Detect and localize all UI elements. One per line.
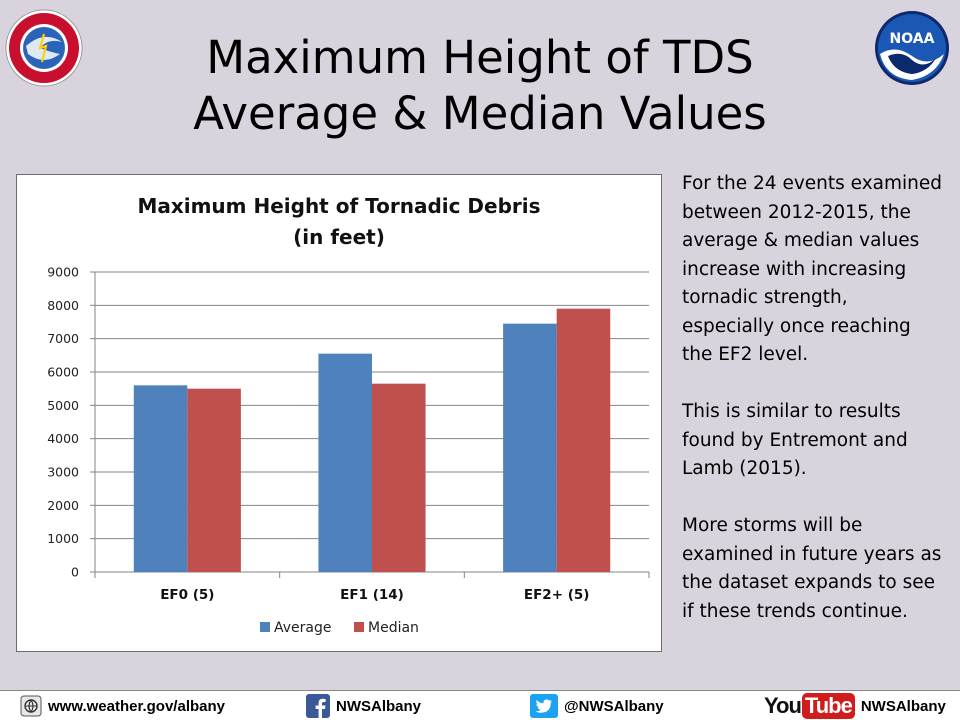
x-category-label: EF1 (14)	[340, 587, 404, 603]
facebook-icon	[306, 694, 330, 718]
legend-swatch-median	[354, 622, 364, 632]
youtube-icon: You Tube	[764, 693, 855, 719]
y-tick-label: 4000	[47, 431, 79, 446]
legend-label-median: Median	[368, 620, 419, 636]
y-tick-label: 5000	[47, 398, 79, 413]
footer-youtube-text: NWSAlbany	[860, 697, 946, 715]
bar-chart: 0 1000 2000 3000 4000 5000 6000 7000 8000 9000 EF0…	[47, 265, 650, 636]
side-paragraph-1: For the 24 events examined between 2012-…	[682, 173, 943, 365]
y-tick-label: 9000	[47, 265, 79, 280]
noaa-logo-text: NOAA	[890, 31, 935, 47]
footer-facebook-text: NWSAlbany	[336, 697, 422, 715]
slide-title: Maximum Height of TDS Average & Median V…	[100, 30, 860, 142]
bar-median	[187, 388, 241, 572]
x-category-label: EF0 (5)	[160, 587, 214, 603]
chart-title-line2: (in feet)	[293, 225, 385, 249]
y-tick-label: 0	[71, 565, 79, 580]
side-paragraph-2: This is similar to results found by Entr…	[682, 401, 908, 479]
globe-icon	[20, 695, 42, 717]
nws-logo	[5, 9, 83, 87]
y-tick-label: 2000	[47, 498, 79, 513]
twitter-icon	[530, 694, 558, 718]
youtube-tube-text: Tube	[801, 693, 855, 719]
slide-title-line1: Maximum Height of TDS	[206, 31, 754, 84]
y-tick-label: 6000	[47, 365, 79, 380]
footer-facebook-link[interactable]: NWSAlbany	[306, 691, 421, 720]
youtube-you-text: You	[764, 693, 802, 718]
bar-median	[556, 308, 611, 572]
noaa-logo: NOAA	[875, 11, 949, 85]
bar-average	[318, 353, 372, 572]
x-category-label: EF2+ (5)	[524, 587, 590, 603]
footer-twitter-text: @NWSAlbany	[564, 697, 664, 715]
legend-swatch-average	[260, 622, 270, 632]
chart-title: Maximum Height of Tornadic Debris (in fe…	[17, 191, 661, 253]
y-tick-label: 7000	[47, 331, 79, 346]
slide-title-line2: Average & Median Values	[193, 87, 767, 140]
chart-title-line1: Maximum Height of Tornadic Debris	[137, 194, 541, 218]
legend-label-average: Average	[274, 620, 332, 636]
side-paragraph-3: More storms will be examined in future y…	[682, 515, 942, 622]
footer-website-text: www.weather.gov/albany	[48, 697, 225, 715]
footer-website-link[interactable]: www.weather.gov/albany	[20, 691, 225, 720]
y-tick-label: 1000	[47, 531, 79, 546]
y-tick-label: 3000	[47, 465, 79, 480]
footer-bar: www.weather.gov/albany NWSAlbany @NWSAlb…	[0, 690, 960, 720]
chart-frame: Maximum Height of Tornadic Debris (in fe…	[16, 174, 662, 652]
y-tick-label: 8000	[47, 298, 79, 313]
side-text: For the 24 events examined between 2012-…	[682, 170, 942, 655]
bar-average	[133, 385, 188, 572]
footer-youtube-link[interactable]: You Tube NWSAlbany	[764, 691, 946, 720]
bar-median	[372, 383, 426, 572]
bar-average	[503, 323, 557, 572]
footer-twitter-link[interactable]: @NWSAlbany	[530, 691, 664, 720]
